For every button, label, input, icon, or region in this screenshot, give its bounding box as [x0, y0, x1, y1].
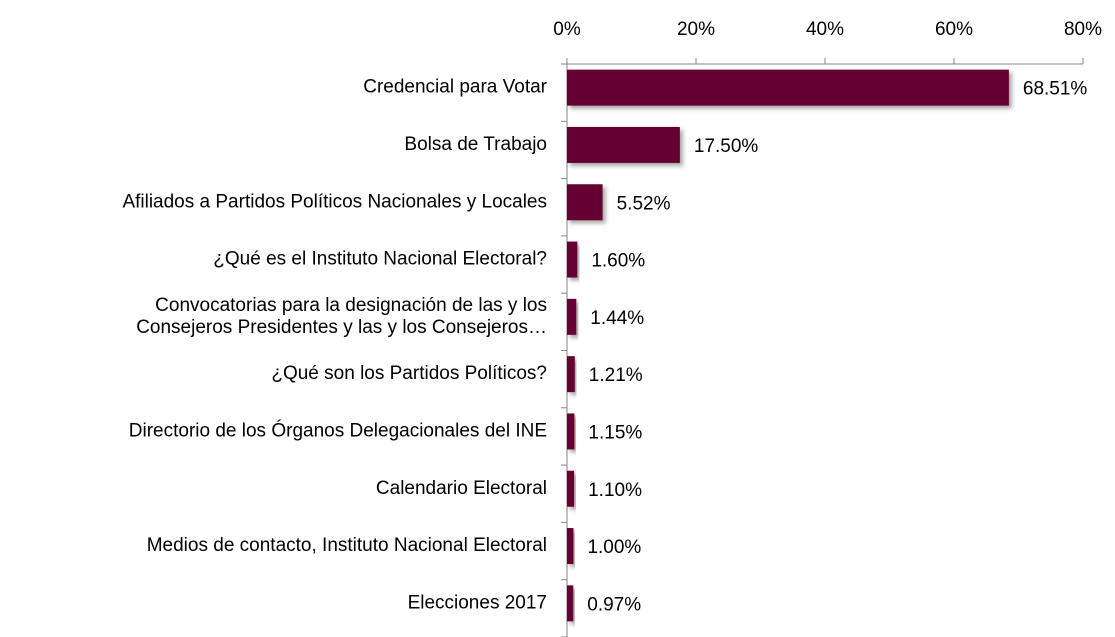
value-label: 1.15% [588, 422, 642, 443]
value-label: 1.21% [589, 365, 643, 386]
y-tick-label: Bolsa de Trabajo [404, 134, 547, 155]
y-tick-label: Directorio de los Órganos Delegacionales… [129, 419, 547, 441]
bar [567, 298, 577, 335]
value-label: 1.60% [591, 251, 645, 272]
y-tick-label: Credencial para Votar [363, 77, 547, 98]
y-tick-label: Afiliados a Partidos Políticos Nacionale… [122, 191, 547, 212]
bar [567, 184, 603, 221]
bar [567, 528, 574, 565]
y-tick-label: Convocatorias para la designación de las… [136, 295, 547, 338]
value-label: 1.00% [587, 537, 641, 558]
y-tick-label: Calendario Electoral [376, 478, 547, 499]
x-tick-label: 40% [806, 19, 844, 40]
value-label: 5.52% [617, 193, 671, 214]
bar [567, 356, 575, 393]
value-label: 0.97% [587, 594, 641, 615]
bar [567, 126, 680, 163]
bar [567, 69, 1009, 106]
y-tick-label: ¿Qué son los Partidos Políticos? [271, 363, 547, 384]
y-tick-label: ¿Qué es el Instituto Nacional Electoral? [213, 249, 547, 270]
y-tick-label: Elecciones 2017 [408, 592, 547, 613]
value-label: 68.51% [1023, 79, 1088, 100]
x-tick-label: 20% [677, 19, 715, 40]
bar [567, 585, 574, 622]
x-tick-label: 60% [935, 19, 973, 40]
x-tick-label: 80% [1064, 19, 1102, 40]
value-label: 1.44% [590, 308, 644, 329]
bar [567, 241, 578, 278]
value-label: 17.50% [694, 136, 759, 157]
x-tick-label: 0% [553, 19, 581, 40]
value-label: 1.10% [588, 480, 642, 501]
y-tick-label: Medios de contacto, Instituto Nacional E… [147, 535, 547, 556]
bar [567, 413, 575, 450]
bar [567, 470, 575, 507]
